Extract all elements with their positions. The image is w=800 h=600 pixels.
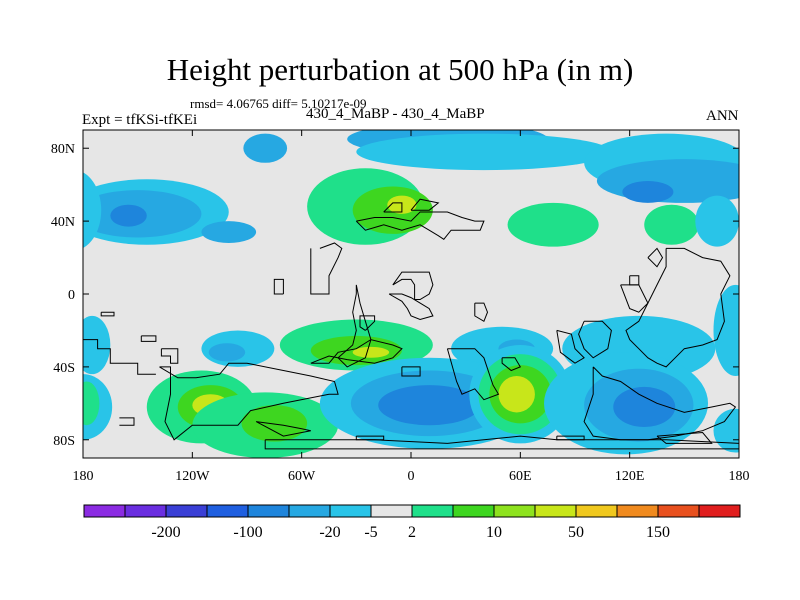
- x-tick-label-2: 60W: [288, 469, 316, 484]
- colorbar-label-1: -100: [233, 524, 262, 541]
- y-tick-label-0: 80N: [51, 142, 75, 157]
- coastline-23: [578, 320, 612, 359]
- coastline-28: [583, 366, 737, 441]
- contour-blob-4: [596, 159, 739, 203]
- colorbar-box-4: [247, 504, 290, 518]
- contour-blob-41: [498, 376, 535, 413]
- x-tick-label-3: 0: [408, 469, 415, 484]
- coastline-20: [474, 302, 489, 323]
- colorbar-label-5: 10: [486, 524, 502, 541]
- colorbar-box-12: [575, 504, 618, 518]
- y-tick-label-2: 0: [68, 288, 75, 303]
- coastline-0: [83, 339, 156, 375]
- contour-blob-19: [208, 343, 246, 362]
- colorbar-box-7: [370, 504, 413, 518]
- contour-blob-20: [83, 315, 111, 375]
- contour-blob-16: [83, 172, 102, 248]
- contour-blob-2: [356, 133, 612, 171]
- contour-fill-layer: [83, 130, 739, 458]
- coastline-layer: [83, 198, 739, 450]
- colorbar-box-3: [206, 504, 249, 518]
- x-tick-label-1: 120W: [175, 469, 210, 484]
- coastline-14: [310, 242, 343, 295]
- contour-blob-33: [241, 405, 308, 442]
- coastline-31: [556, 435, 585, 441]
- coastline-1: [119, 417, 135, 426]
- y-tick-label-1: 40N: [51, 215, 75, 230]
- contour-blob-44: [613, 386, 676, 428]
- colorbar-box-0: [83, 504, 126, 518]
- colorbar-box-15: [698, 504, 741, 518]
- colorbar-label-2: -20: [319, 524, 340, 541]
- contour-blob-36: [378, 385, 481, 426]
- coastline-26: [647, 247, 664, 268]
- coastline-9: [401, 366, 421, 377]
- colorbar-box-9: [452, 504, 495, 518]
- axes-layer: 180 120W 60W 0 60E 120E 180 80N 40N 0 40S 80S: [51, 130, 750, 484]
- contour-blob-8: [110, 204, 147, 227]
- contour-blob-9: [201, 221, 257, 243]
- colorbar-label-3: -5: [364, 524, 377, 541]
- colorbar-box-10: [493, 504, 536, 518]
- experiment-label: Expt = tfKSi-tfKEi: [82, 112, 198, 128]
- coastline-30: [656, 431, 713, 444]
- plot-area: [82, 129, 740, 459]
- colorbar-box-2: [165, 504, 208, 518]
- coastline-18: [410, 198, 440, 211]
- contour-blob-14: [644, 204, 699, 245]
- coastline-10: [359, 315, 376, 331]
- coastline-12: [392, 271, 434, 300]
- coastline-4: [100, 311, 115, 317]
- coastline-3: [140, 335, 157, 342]
- colorbar-label-7: 150: [646, 524, 670, 541]
- contour-blob-45: [713, 408, 739, 453]
- coastline-22: [556, 329, 585, 364]
- y-tick-label-4: 80S: [53, 434, 75, 449]
- contour-blob-23: [352, 346, 390, 358]
- colorbar-box-8: [411, 504, 454, 518]
- coastline-29: [264, 435, 739, 450]
- contour-blob-0: [243, 133, 288, 163]
- case-label: 430_4_MaBP - 430_4_MaBP: [306, 106, 485, 122]
- stats-label: rmsd= 4.06765 diff= 5.10217e-09: [190, 96, 367, 111]
- x-tick-label-4: 60E: [509, 469, 532, 484]
- coastline-17: [383, 202, 403, 213]
- x-tick-label-6: 180: [729, 469, 750, 484]
- coastline-11: [388, 293, 434, 321]
- coastline-8: [310, 339, 403, 364]
- coastline-5: [159, 362, 339, 441]
- contour-blob-26: [713, 284, 739, 376]
- coastline-15: [273, 278, 284, 295]
- coastline-6: [255, 421, 311, 437]
- y-tick-label-3: 40S: [53, 361, 75, 376]
- colorbar-box-13: [616, 504, 659, 518]
- contour-blob-13: [507, 202, 599, 247]
- coastline-16: [355, 211, 485, 240]
- colorbar-box-14: [657, 504, 700, 518]
- coastline-19: [446, 348, 500, 401]
- colorbar-label-6: 50: [568, 524, 584, 541]
- colorbar-label-0: -200: [151, 524, 180, 541]
- coastline-21: [501, 357, 522, 372]
- coastline-25: [629, 275, 640, 286]
- colorbar: -200 -100 -20 -5 2 10 50 150: [83, 504, 741, 541]
- colorbar-label-4: 2: [408, 524, 416, 541]
- colorbar-box-6: [329, 504, 372, 518]
- colorbar-box-11: [534, 504, 577, 518]
- contour-blob-28: [83, 381, 100, 426]
- colorbar-box-5: [288, 504, 331, 518]
- colorbar-box-1: [124, 504, 167, 518]
- coastline-27: [625, 247, 731, 368]
- season-label: ANN: [706, 108, 739, 124]
- x-tick-label-5: 120E: [615, 469, 645, 484]
- x-tick-label-0: 180: [73, 469, 94, 484]
- contour-blob-5: [622, 181, 674, 203]
- coastline-2: [160, 348, 179, 364]
- contour-blob-15: [695, 195, 739, 247]
- chart-title: Height perturbation at 500 hPa (in m): [166, 52, 634, 87]
- coastline-13: [337, 284, 372, 368]
